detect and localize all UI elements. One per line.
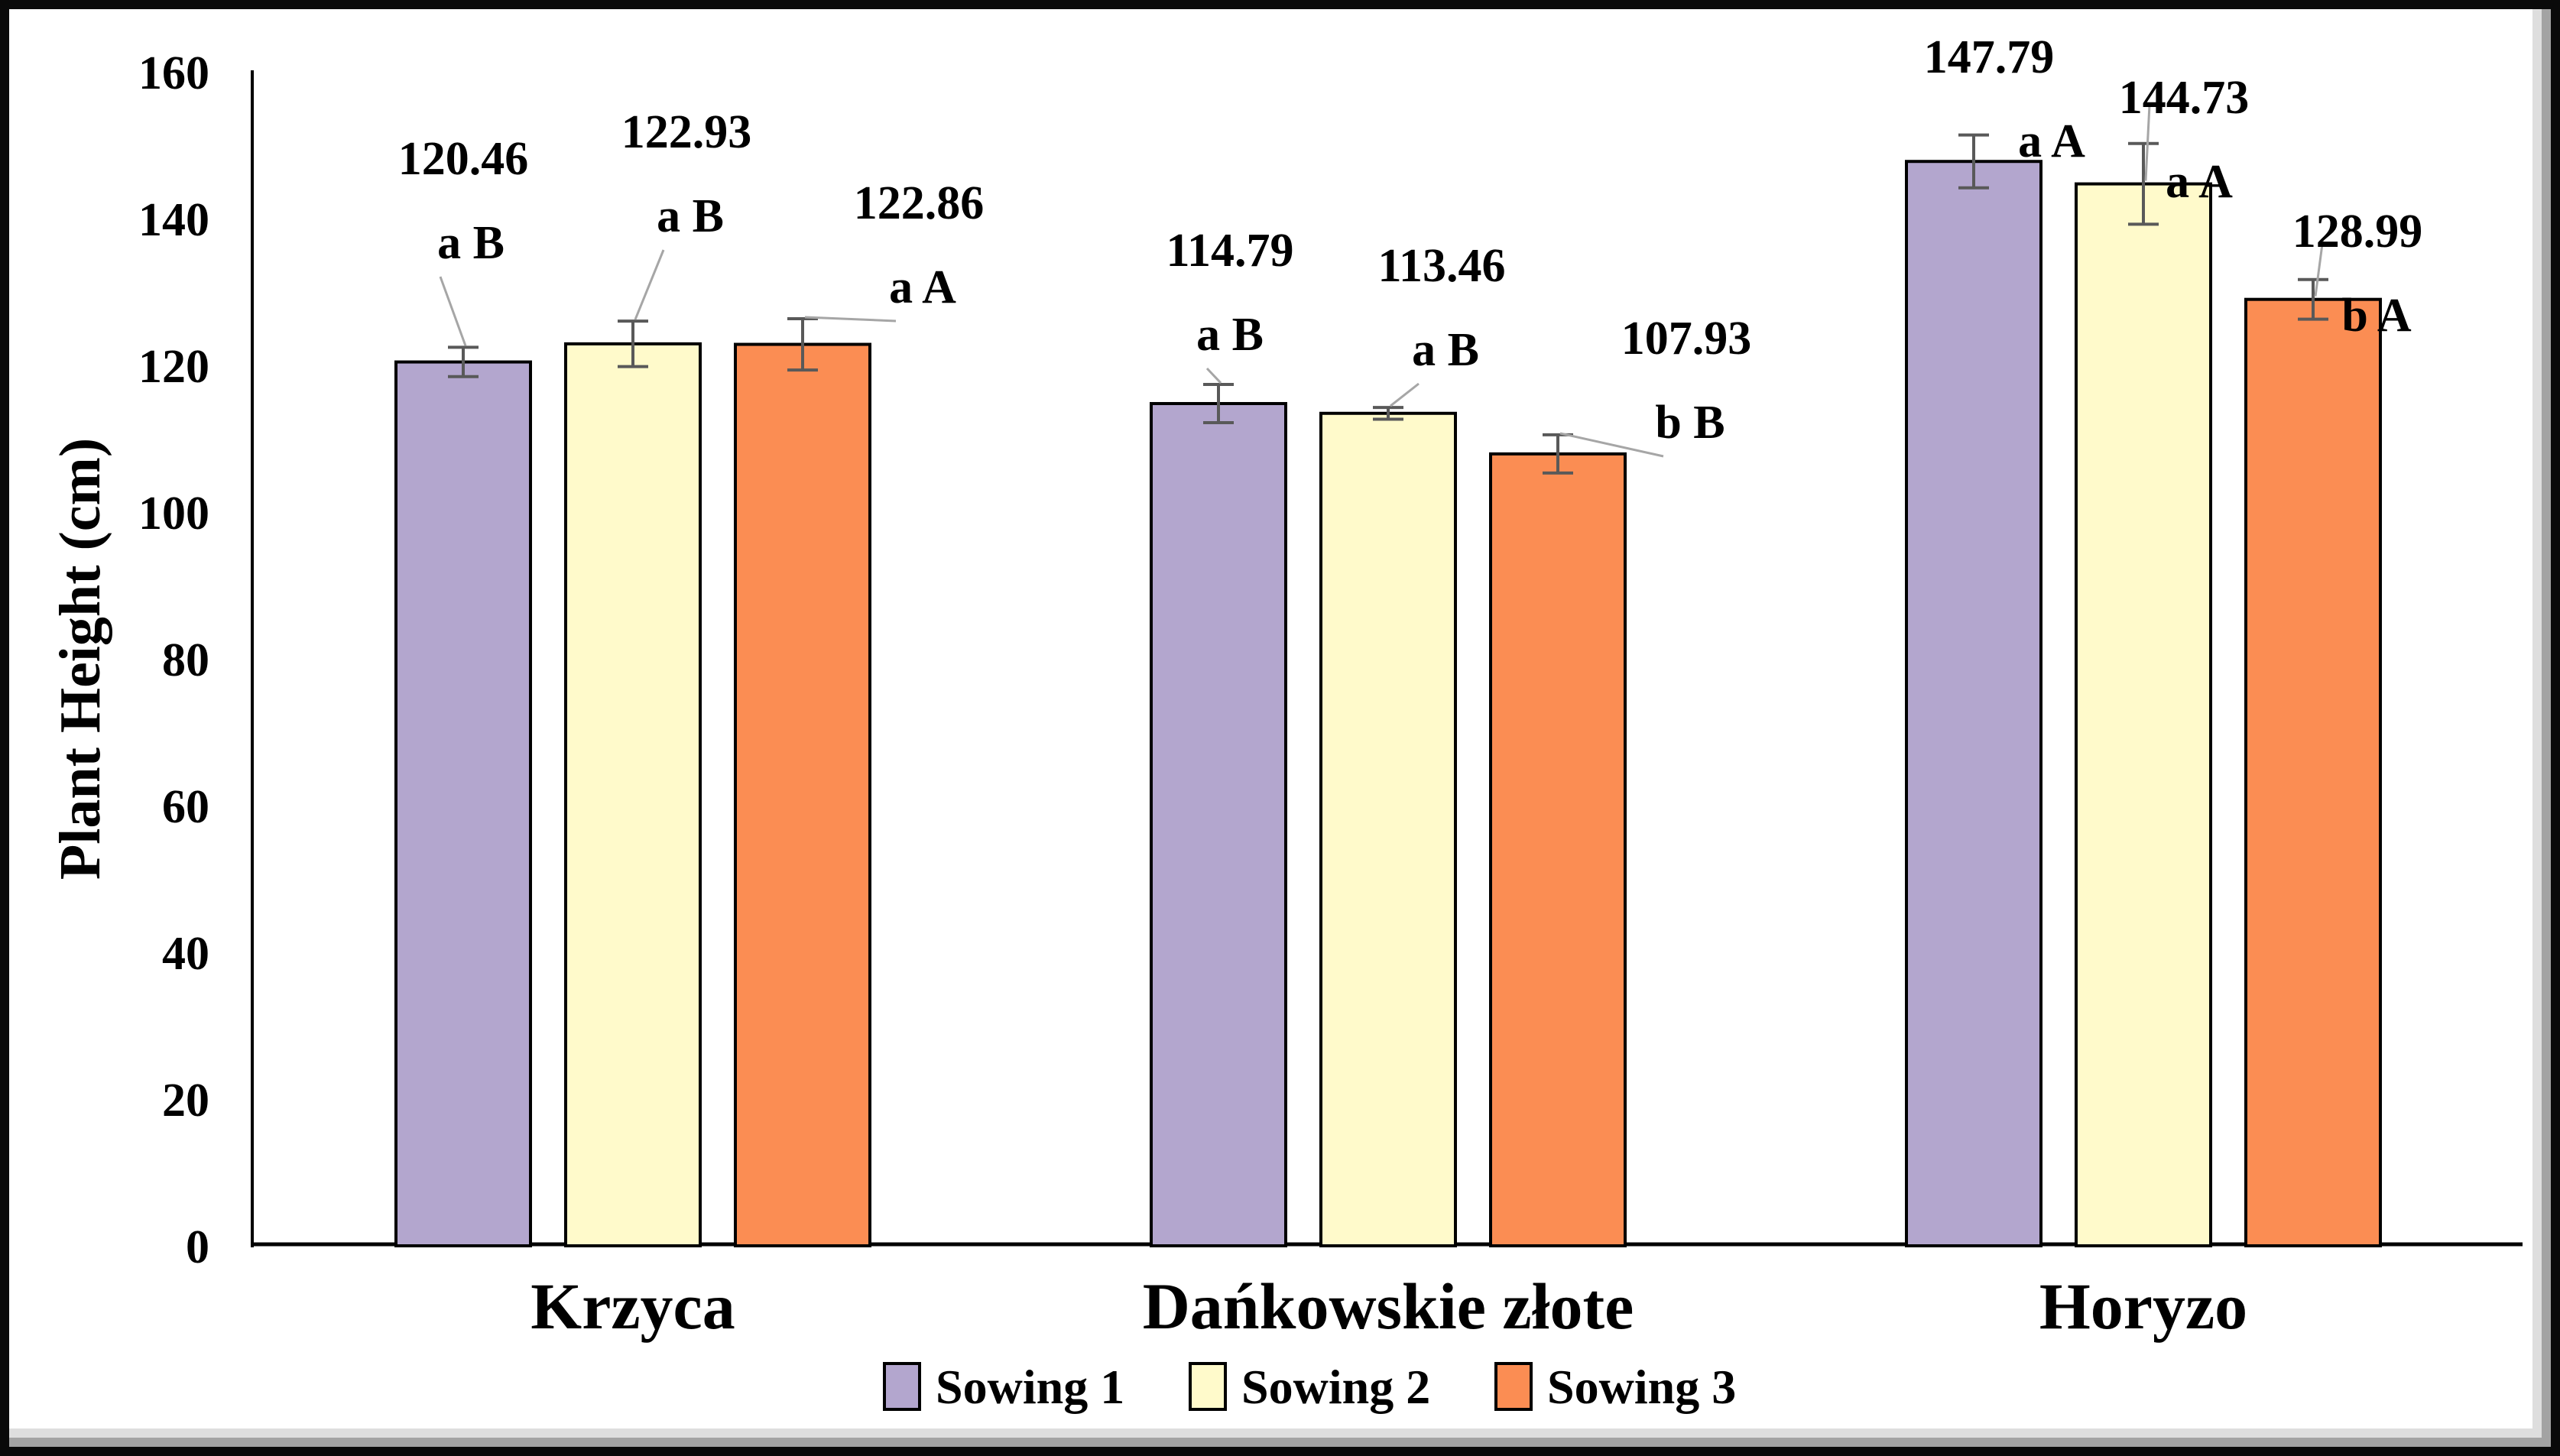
significance-letters: a A [889, 261, 956, 313]
leader-line-series3-cat2 [1559, 432, 1664, 458]
legend-label-sowing-3: Sowing 3 [1547, 1360, 1736, 1414]
significance-letters: a B [1412, 324, 1479, 376]
legend-swatch-sowing-2 [1189, 1362, 1227, 1411]
value-label-number: 107.93 [1621, 313, 1752, 365]
bar-series1-cat3 [1905, 160, 2042, 1248]
error-bar-series3-cat3 [2298, 277, 2328, 321]
y-tick-120: 120 [138, 341, 209, 393]
value-label-number: 147.79 [1924, 31, 2055, 83]
error-bar-series1-cat3 [1958, 133, 1989, 190]
bar-series2-cat2 [1319, 411, 1457, 1247]
category-label-horyzo: Horyzo [2039, 1270, 2247, 1343]
significance-letters: b A [2341, 290, 2412, 342]
x-axis-category-labels: Krzyca Dańkowskie złote Horyzo [530, 1270, 2247, 1343]
value-label-number: 128.99 [2292, 206, 2423, 258]
value-label-number: 120.46 [398, 133, 529, 185]
bar-series1-cat2 [1150, 402, 1287, 1247]
legend: Sowing 1 Sowing 2 Sowing 3 [883, 1360, 1736, 1414]
value-label-series1-cat1: 120.46 a B [398, 133, 529, 269]
y-tick-20: 20 [162, 1075, 209, 1127]
leader-line-series2-cat1 [634, 249, 665, 320]
leader-line-series3-cat3 [2314, 238, 2325, 297]
value-label-series3-cat1: 122.86 a A [854, 177, 985, 313]
error-bar-series2-cat3 [2128, 141, 2159, 226]
y-tick-160: 160 [138, 47, 209, 99]
error-bar-series1-cat2 [1203, 383, 1234, 424]
legend-swatch-sowing-1 [883, 1362, 921, 1411]
significance-letters: a A [2018, 115, 2085, 167]
legend-label-sowing-1: Sowing 1 [936, 1360, 1124, 1414]
y-tick-80: 80 [162, 634, 209, 686]
significance-letters: a B [437, 217, 505, 269]
leader-line-series3-cat1 [804, 316, 897, 323]
bar-series2-cat1 [564, 342, 702, 1248]
value-label-series3-cat3: 128.99 b A [2292, 206, 2423, 342]
bar-series1-cat1 [394, 360, 532, 1248]
value-label-series1-cat3: 147.79 a A [1924, 31, 2085, 167]
bars-layer [394, 160, 2382, 1248]
y-tick-60: 60 [162, 781, 209, 833]
value-label-number: 144.73 [2119, 72, 2250, 124]
error-bar-series1-cat1 [448, 345, 479, 378]
value-label-series2-cat3: 144.73 a A [2119, 72, 2250, 208]
leader-lines-layer [439, 104, 2325, 458]
significance-letters: a B [657, 190, 724, 242]
value-label-series2-cat2: 113.46 a B [1377, 240, 1505, 376]
leader-line-series1-cat2 [1205, 367, 1222, 384]
error-bar-series2-cat1 [618, 319, 648, 368]
error-bars-layer [448, 133, 2328, 475]
y-tick-140: 140 [138, 194, 209, 246]
leader-line-series2-cat2 [1390, 382, 1420, 407]
error-bar-series2-cat2 [1373, 406, 1403, 421]
value-label-number: 113.46 [1377, 240, 1505, 292]
bar-chart: Plant Height (cm) 0 20 40 60 80 100 120 … [48, 31, 2523, 1414]
bar-series3-cat1 [734, 342, 871, 1248]
value-label-series3-cat2: 107.93 b B [1621, 313, 1752, 449]
y-axis-title: Plant Height (cm) [48, 438, 112, 880]
y-axis-tick-labels: 0 20 40 60 80 100 120 140 160 [138, 47, 209, 1273]
value-label-series1-cat2: 114.79 a B [1166, 225, 1293, 361]
significance-letters: a B [1196, 309, 1264, 361]
bar-series3-cat3 [2244, 297, 2382, 1247]
leader-line-series1-cat1 [439, 276, 467, 346]
legend-swatch-sowing-3 [1494, 1362, 1533, 1411]
significance-letters: b B [1655, 397, 1725, 449]
legend-label-sowing-2: Sowing 2 [1241, 1360, 1430, 1414]
category-label-dankowskie-zlote: Dańkowskie złote [1143, 1270, 1634, 1343]
bar-series3-cat2 [1489, 452, 1627, 1248]
bar-series2-cat3 [2075, 182, 2212, 1247]
value-label-series2-cat1: 122.93 a B [621, 106, 752, 242]
value-label-number: 122.93 [621, 106, 752, 158]
value-label-number: 122.86 [854, 177, 985, 229]
category-label-krzyca: Krzyca [530, 1270, 735, 1343]
y-tick-40: 40 [162, 928, 209, 980]
value-label-number: 114.79 [1166, 225, 1293, 277]
y-tick-100: 100 [138, 488, 209, 540]
error-bar-series3-cat1 [787, 316, 818, 372]
leader-line-series2-cat3 [2144, 104, 2151, 181]
significance-letters: a A [2166, 156, 2233, 208]
y-tick-0: 0 [186, 1221, 209, 1273]
